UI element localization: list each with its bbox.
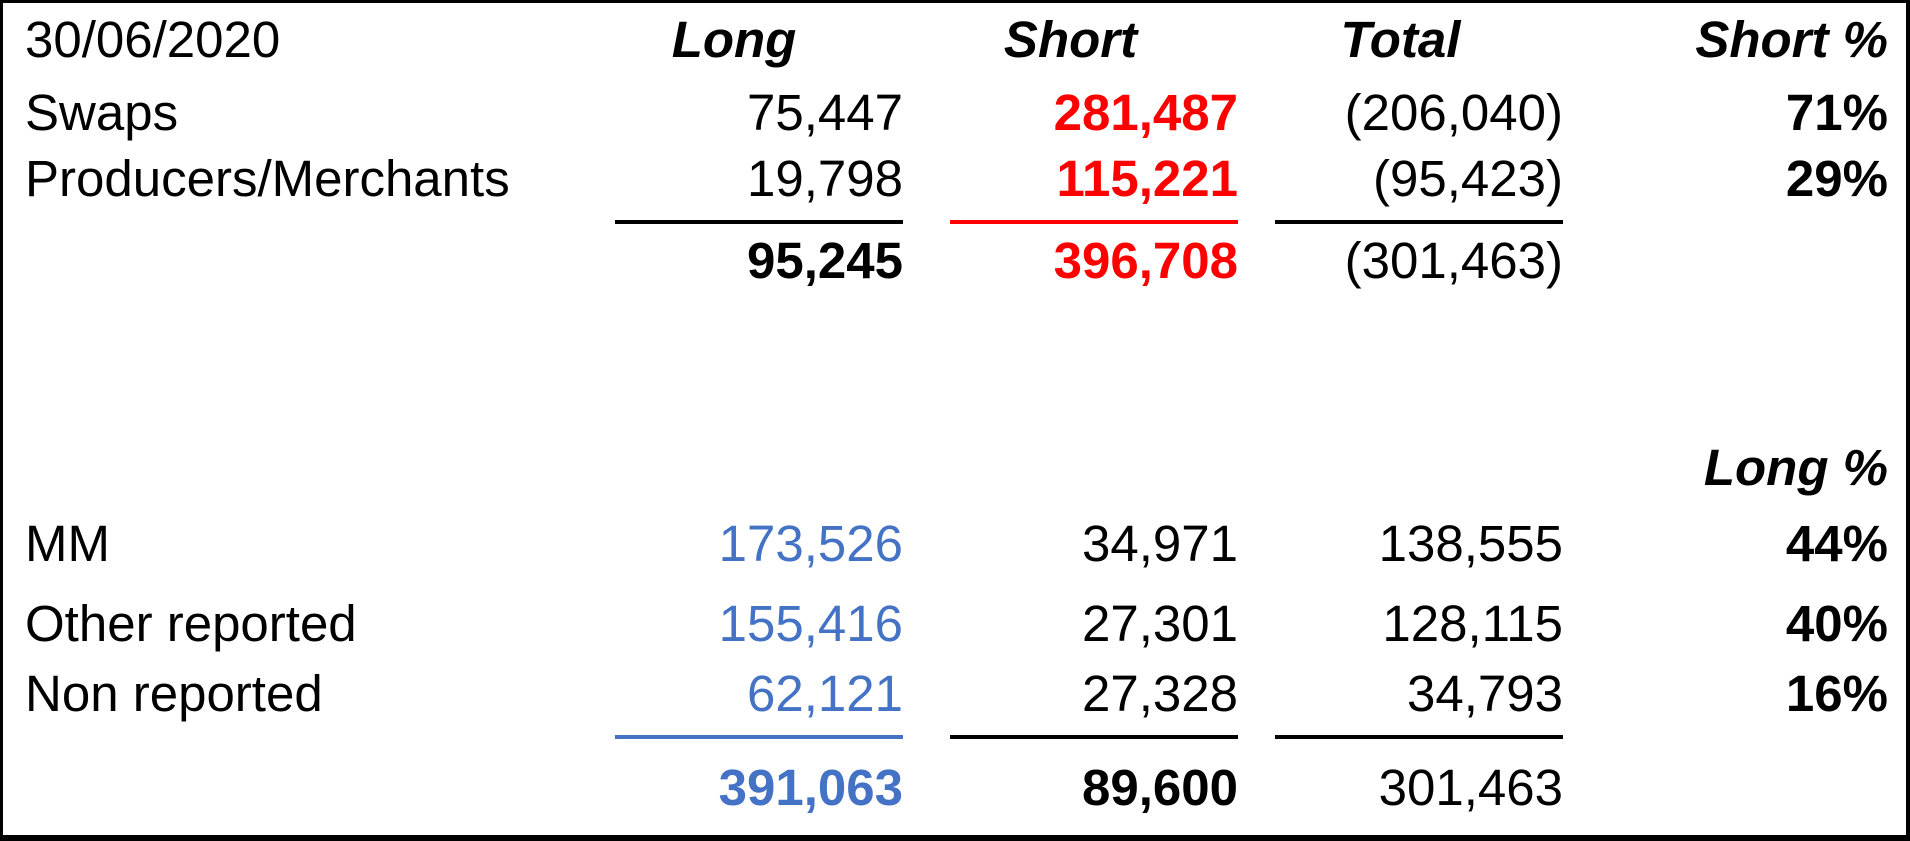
bottom-total-short-value: 89,600 bbox=[1082, 759, 1238, 816]
bottom-total-long-value: 391,063 bbox=[718, 759, 903, 816]
table-row-bottom-totals: 391,063 89,600 301,463 bbox=[3, 740, 1906, 835]
non-short-cell: 27,328 bbox=[903, 664, 1238, 739]
other-long-pct-value: 40% bbox=[1785, 594, 1888, 652]
swaps-total-value: (206,040) bbox=[1344, 83, 1563, 141]
mm-long-value: 173,526 bbox=[718, 514, 903, 572]
non-long-value: 62,121 bbox=[615, 664, 903, 739]
producers-short-value: 115,221 bbox=[950, 149, 1238, 224]
bottom-total-total-value: 301,463 bbox=[1378, 759, 1563, 816]
non-total-value: 34,793 bbox=[1275, 664, 1563, 739]
swaps-short-value: 281,487 bbox=[1053, 83, 1238, 141]
table-row-top-totals: 95,245 396,708 (301,463) bbox=[3, 225, 1906, 295]
swaps-long-value: 75,447 bbox=[747, 83, 903, 141]
row-label-non-reported: Non reported bbox=[25, 665, 323, 722]
producers-short-pct-value: 29% bbox=[1785, 150, 1888, 207]
col-header-short-pct: Short % bbox=[1695, 11, 1888, 68]
swaps-short-pct-value: 71% bbox=[1785, 83, 1888, 141]
table-row-non-reported: Non reported 62,121 27,328 34,793 16% bbox=[3, 663, 1906, 740]
producers-long-value: 19,798 bbox=[615, 149, 903, 224]
spacer-row bbox=[3, 363, 1906, 431]
non-short-value: 27,328 bbox=[950, 664, 1238, 739]
col-header-total: Total bbox=[1340, 11, 1461, 68]
top-total-total-value: (301,463) bbox=[1344, 231, 1563, 289]
top-total-short-value: 396,708 bbox=[1053, 231, 1238, 289]
table-row-mm: MM 173,526 34,971 138,555 44% bbox=[3, 503, 1906, 583]
col-header-long: Long bbox=[671, 11, 797, 68]
table-row-producers-merchants: Producers/Merchants 19,798 115,221 (95,4… bbox=[3, 148, 1906, 225]
spacer-row bbox=[3, 295, 1906, 363]
date-label: 30/06/2020 bbox=[25, 11, 281, 68]
non-long-pct-value: 16% bbox=[1785, 665, 1888, 722]
table-row-swaps: Swaps 75,447 281,487 (206,040) 71% bbox=[3, 76, 1906, 148]
other-short-value: 27,301 bbox=[1082, 594, 1238, 652]
row-label-swaps: Swaps bbox=[25, 83, 179, 141]
row-label-producers-merchants: Producers/Merchants bbox=[25, 150, 510, 207]
top-total-long-value: 95,245 bbox=[747, 231, 903, 289]
producers-total-cell: (95,423) bbox=[1238, 149, 1563, 224]
mm-total-value: 138,555 bbox=[1378, 514, 1563, 572]
producers-long-cell: 19,798 bbox=[565, 149, 903, 224]
non-long-cell: 62,121 bbox=[565, 664, 903, 739]
row-label-mm: MM bbox=[25, 514, 110, 572]
other-total-value: 128,115 bbox=[1382, 594, 1563, 652]
non-total-cell: 34,793 bbox=[1238, 664, 1563, 739]
producers-short-cell: 115,221 bbox=[903, 149, 1238, 224]
col-header-long-pct: Long % bbox=[1703, 438, 1888, 496]
col-header-short: Short bbox=[1003, 11, 1138, 68]
long-pct-header-row: Long % bbox=[3, 431, 1906, 503]
header-row: 30/06/2020 Long Short Total Short % bbox=[3, 3, 1906, 76]
row-label-other-reported: Other reported bbox=[25, 594, 357, 652]
mm-long-pct-value: 44% bbox=[1785, 514, 1888, 572]
mm-short-value: 34,971 bbox=[1082, 514, 1238, 572]
producers-total-value: (95,423) bbox=[1275, 149, 1563, 224]
other-long-value: 155,416 bbox=[718, 594, 903, 652]
table-row-other-reported: Other reported 155,416 27,301 128,115 40… bbox=[3, 583, 1906, 663]
